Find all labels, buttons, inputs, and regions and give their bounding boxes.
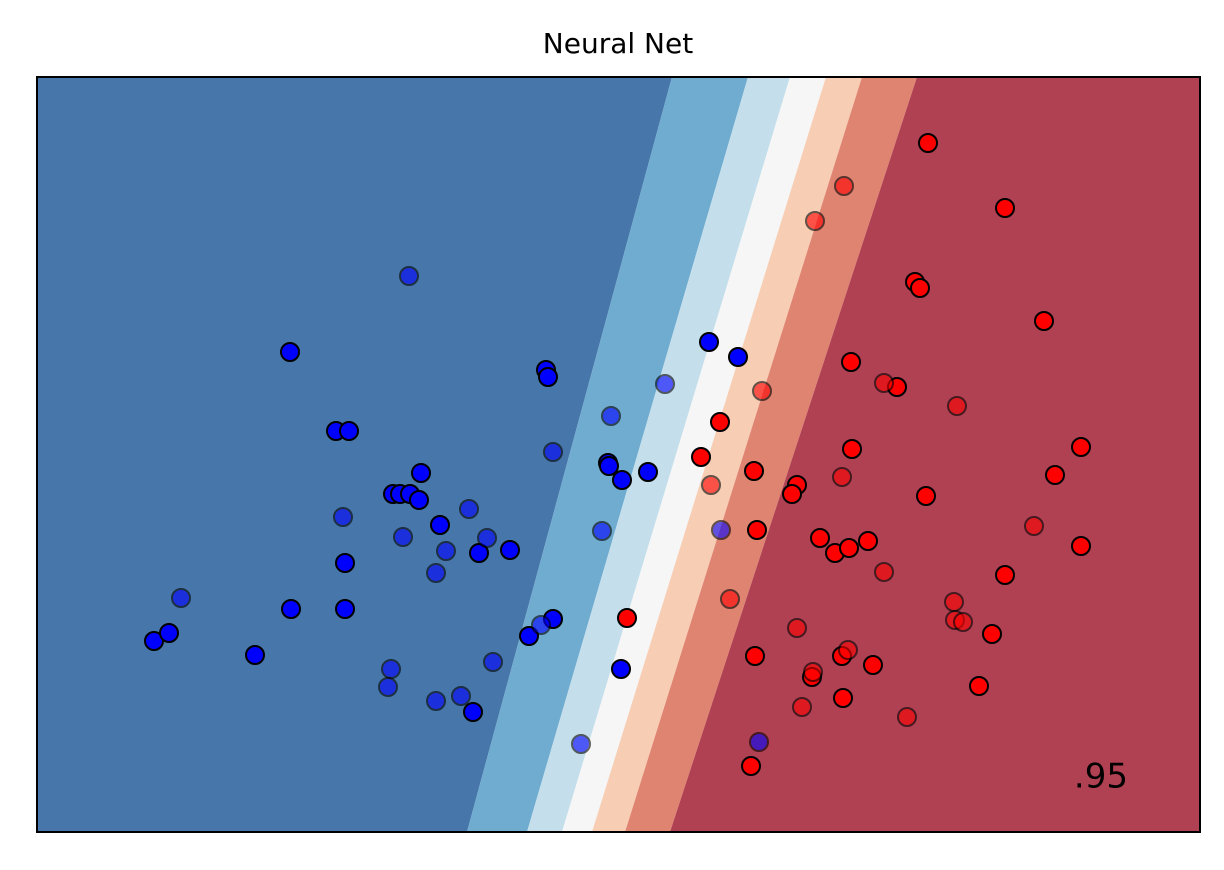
point — [792, 697, 812, 717]
score-label: .95 — [1074, 757, 1128, 797]
point — [747, 520, 767, 540]
decision-regions — [37, 77, 1200, 832]
point — [953, 612, 973, 632]
point — [741, 756, 761, 776]
point — [745, 646, 765, 666]
region — [670, 77, 1200, 832]
point — [500, 540, 520, 560]
point — [805, 211, 825, 231]
point — [611, 659, 631, 679]
point — [477, 528, 497, 548]
point — [1045, 465, 1065, 485]
point — [463, 702, 483, 722]
point — [803, 662, 823, 682]
point — [728, 347, 748, 367]
point — [430, 515, 450, 535]
point — [701, 475, 721, 495]
point — [1071, 536, 1091, 556]
point — [782, 484, 802, 504]
point — [752, 381, 772, 401]
point — [699, 332, 719, 352]
region — [592, 77, 862, 832]
point — [841, 352, 861, 372]
point — [1024, 516, 1044, 536]
point — [333, 507, 353, 527]
point — [710, 412, 730, 432]
point — [543, 442, 563, 462]
point — [426, 691, 446, 711]
point — [339, 421, 359, 441]
point — [874, 562, 894, 582]
point — [874, 373, 894, 393]
point — [744, 461, 764, 481]
point — [858, 531, 878, 551]
point — [918, 133, 938, 153]
point — [832, 467, 852, 487]
point — [378, 677, 398, 697]
point — [749, 732, 769, 752]
region — [527, 77, 790, 832]
point — [612, 470, 632, 490]
point — [335, 553, 355, 573]
point — [655, 374, 675, 394]
point — [381, 659, 401, 679]
point — [393, 527, 413, 547]
point — [691, 447, 711, 467]
point — [451, 686, 471, 706]
point — [280, 342, 300, 362]
point — [483, 652, 503, 672]
point — [969, 676, 989, 696]
point — [399, 266, 419, 286]
point — [995, 565, 1015, 585]
plot-frame — [36, 76, 1201, 833]
point — [459, 499, 479, 519]
point — [720, 589, 740, 609]
point — [281, 599, 301, 619]
point — [599, 456, 619, 476]
region — [625, 77, 917, 832]
point — [409, 490, 429, 510]
point — [245, 645, 265, 665]
point — [787, 618, 807, 638]
point — [571, 734, 591, 754]
region — [37, 77, 672, 832]
chart-title: Neural Net — [543, 27, 693, 60]
point — [601, 406, 621, 426]
point — [838, 640, 858, 660]
point — [436, 541, 456, 561]
point — [411, 463, 431, 483]
point — [897, 707, 917, 727]
point — [426, 563, 446, 583]
point — [711, 520, 731, 540]
point — [995, 198, 1015, 218]
point — [916, 486, 936, 506]
point — [159, 623, 179, 643]
point — [863, 655, 883, 675]
point — [617, 608, 637, 628]
point — [839, 538, 859, 558]
point — [531, 615, 551, 635]
point — [944, 592, 964, 612]
point — [947, 396, 967, 416]
point — [171, 588, 191, 608]
points — [144, 133, 1091, 776]
point — [1034, 311, 1054, 331]
point — [638, 462, 658, 482]
point — [834, 176, 854, 196]
point — [982, 624, 1002, 644]
point — [335, 599, 355, 619]
point — [910, 278, 930, 298]
point — [538, 367, 558, 387]
point — [592, 521, 612, 541]
point — [1071, 437, 1091, 457]
point — [810, 528, 830, 548]
point — [833, 688, 853, 708]
point — [842, 439, 862, 459]
